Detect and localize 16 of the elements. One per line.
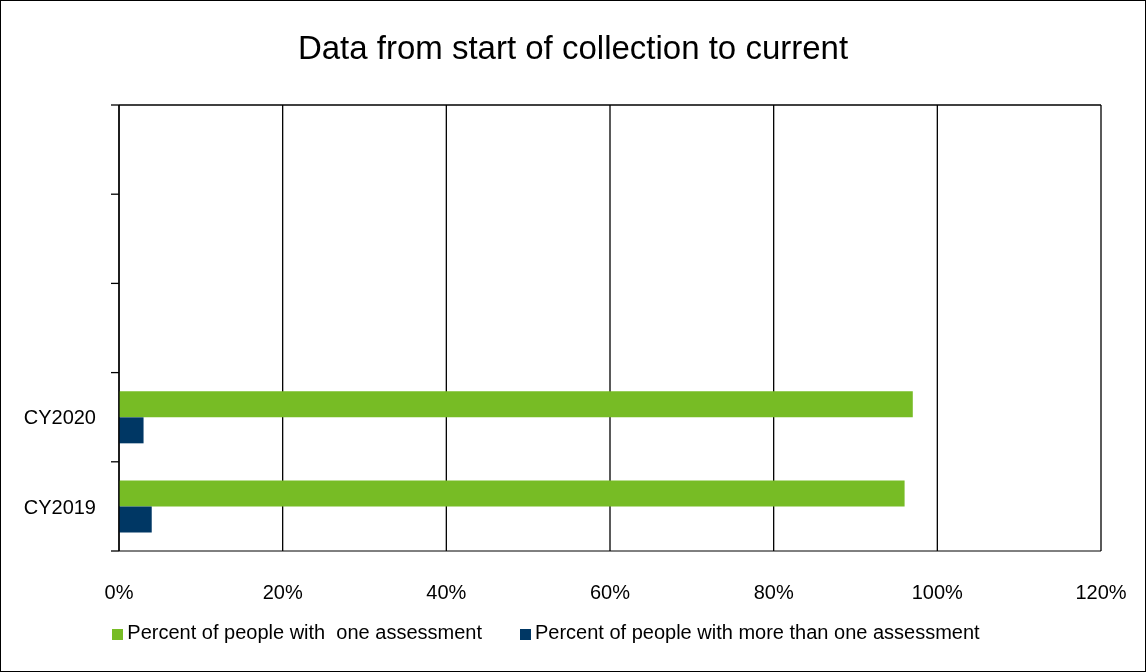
bar	[119, 480, 905, 507]
y-tick-label: CY2019	[23, 495, 96, 518]
bar	[119, 391, 913, 418]
x-tick-label: 100%	[911, 581, 964, 604]
legend-label: Percent of people with one assessment	[127, 621, 482, 643]
legend-label: Percent of people with more than one assessment	[534, 621, 980, 643]
x-tick-label: 120%	[1075, 581, 1127, 604]
bar	[119, 417, 144, 444]
y-tick-label: CY2020	[23, 406, 96, 429]
chart-title: Data from start of collection to current	[296, 28, 850, 68]
bar	[119, 506, 152, 533]
x-tick-label: 60%	[589, 581, 631, 604]
x-tick-label: 0%	[104, 581, 134, 604]
x-tick-label: 20%	[262, 581, 303, 604]
x-tick-label: 80%	[753, 581, 794, 604]
x-tick-label: 40%	[426, 581, 467, 604]
